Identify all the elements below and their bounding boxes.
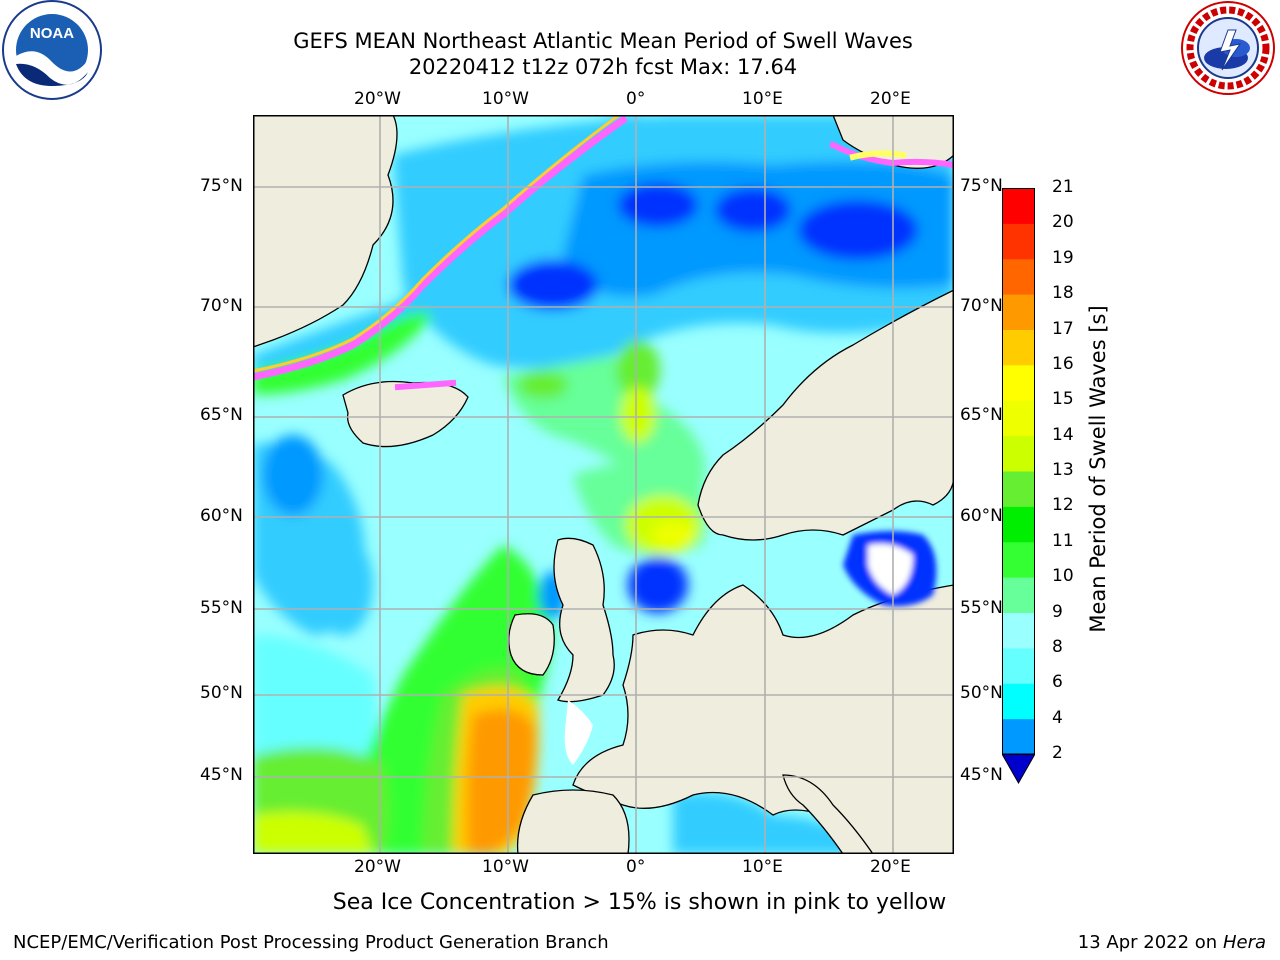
colorbar-segment	[1002, 718, 1035, 755]
lon-bottom-label: 0°	[626, 857, 646, 877]
colorbar-segment	[1002, 435, 1035, 472]
colorbar-tick-label: 19	[1052, 247, 1074, 268]
colorbar-extend-arrow	[1001, 753, 1036, 785]
colorbar	[1001, 188, 1036, 785]
lon-bottom-label: 10°W	[482, 857, 529, 877]
colorbar-segment	[1002, 506, 1035, 543]
lon-bottom-label: 20°W	[354, 857, 401, 877]
colorbar-tick-label: 20	[1052, 212, 1074, 233]
lat-right-label: 60°N	[960, 506, 1003, 526]
lat-left-label: 45°N	[200, 765, 243, 785]
colorbar-label-text: Mean Period of Swell Waves [s]	[1086, 305, 1110, 633]
lon-top-label: 20°E	[870, 89, 911, 109]
colorbar-ticks: 2 4 6 8 9 10 11 12 13 14 15 16 17 18 19 20 21	[1052, 177, 1092, 778]
colorbar-segment	[1002, 294, 1035, 330]
colorbar-segment	[1002, 188, 1035, 224]
colorbar-tick-label: 18	[1052, 283, 1074, 304]
lat-right-label: 70°N	[960, 296, 1003, 316]
colorbar-segment	[1002, 471, 1035, 507]
title-line-2: 20220412 t12z 072h fcst Max: 17.64	[408, 55, 798, 79]
graticule	[253, 115, 954, 854]
footer-credit: NCEP/EMC/Verification Post Processing Pr…	[13, 932, 609, 953]
colorbar-segment	[1002, 647, 1035, 684]
colorbar-tick-label: 13	[1052, 460, 1074, 480]
lat-left-label: 55°N	[200, 598, 243, 618]
lon-top-label: 10°E	[742, 89, 783, 109]
colorbar-tick-label: 4	[1052, 707, 1063, 728]
colorbar-segment	[1002, 612, 1035, 649]
lat-right-label: 50°N	[960, 683, 1003, 703]
lon-bottom-label: 10°E	[742, 857, 783, 877]
colorbar-svg	[1001, 188, 1036, 785]
colorbar-segment	[1002, 683, 1035, 720]
title-line-1: GEFS MEAN Northeast Atlantic Mean Period…	[293, 29, 913, 53]
baltic-sea	[843, 531, 937, 607]
noaa-logo-text: NOAA	[30, 25, 74, 42]
colorbar-tick-label: 17	[1052, 318, 1074, 339]
colorbar-tick-label: 14	[1052, 424, 1074, 445]
lat-right-label: 65°N	[960, 405, 1003, 425]
lat-left-label: 75°N	[200, 176, 243, 196]
colorbar-tick-label: 6	[1052, 672, 1063, 693]
colorbar-segment	[1002, 400, 1035, 437]
colorbar-tick-label: 16	[1052, 353, 1074, 374]
colorbar-segment	[1002, 329, 1035, 366]
colorbar-segment	[1002, 577, 1035, 613]
footer-machine: Hera	[1222, 932, 1266, 953]
colorbar-segment	[1002, 223, 1035, 260]
lat-right-label: 45°N	[960, 765, 1003, 785]
lon-top-label: 20°W	[354, 89, 401, 109]
colorbar-segment	[1002, 364, 1035, 401]
colorbar-tick-label: 11	[1052, 530, 1074, 551]
colorbar-tick-label: 8	[1052, 636, 1063, 657]
noaa-logo: NOAA	[0, 0, 104, 104]
lat-left-label: 65°N	[200, 405, 243, 425]
lat-left-label: 70°N	[200, 296, 243, 316]
colorbar-tick-label: 9	[1052, 601, 1063, 622]
colorbar-tick-label: 12	[1052, 495, 1074, 516]
colorbar-segment	[1002, 541, 1035, 578]
lon-top-label: 10°W	[482, 89, 529, 109]
map-caption: Sea Ice Concentration > 15% is shown in …	[332, 890, 947, 915]
footer-date: 13 Apr 2022 on Hera	[1078, 932, 1266, 953]
lon-bottom-label: 20°E	[870, 857, 911, 877]
colorbar-tick-label: 21	[1052, 177, 1074, 197]
colorbar-tick-label: 10	[1052, 566, 1074, 587]
nws-logo	[1178, 0, 1278, 100]
land-masses	[252, 114, 955, 855]
lat-left-label: 50°N	[200, 683, 243, 703]
map-panel	[248, 112, 958, 855]
colorbar-tick-label: 2	[1052, 743, 1063, 763]
lat-left-label: 60°N	[200, 506, 243, 526]
map-svg	[248, 112, 958, 855]
colorbar-tick-label: 15	[1052, 389, 1074, 410]
colorbar-frame	[1002, 188, 1035, 755]
footer-date-text: 13 Apr 2022 on	[1077, 932, 1223, 953]
colorbar-segment	[1002, 258, 1035, 295]
lon-top-label: 0°	[626, 89, 646, 109]
lat-right-label: 75°N	[960, 176, 1003, 196]
lat-right-label: 55°N	[960, 598, 1003, 618]
